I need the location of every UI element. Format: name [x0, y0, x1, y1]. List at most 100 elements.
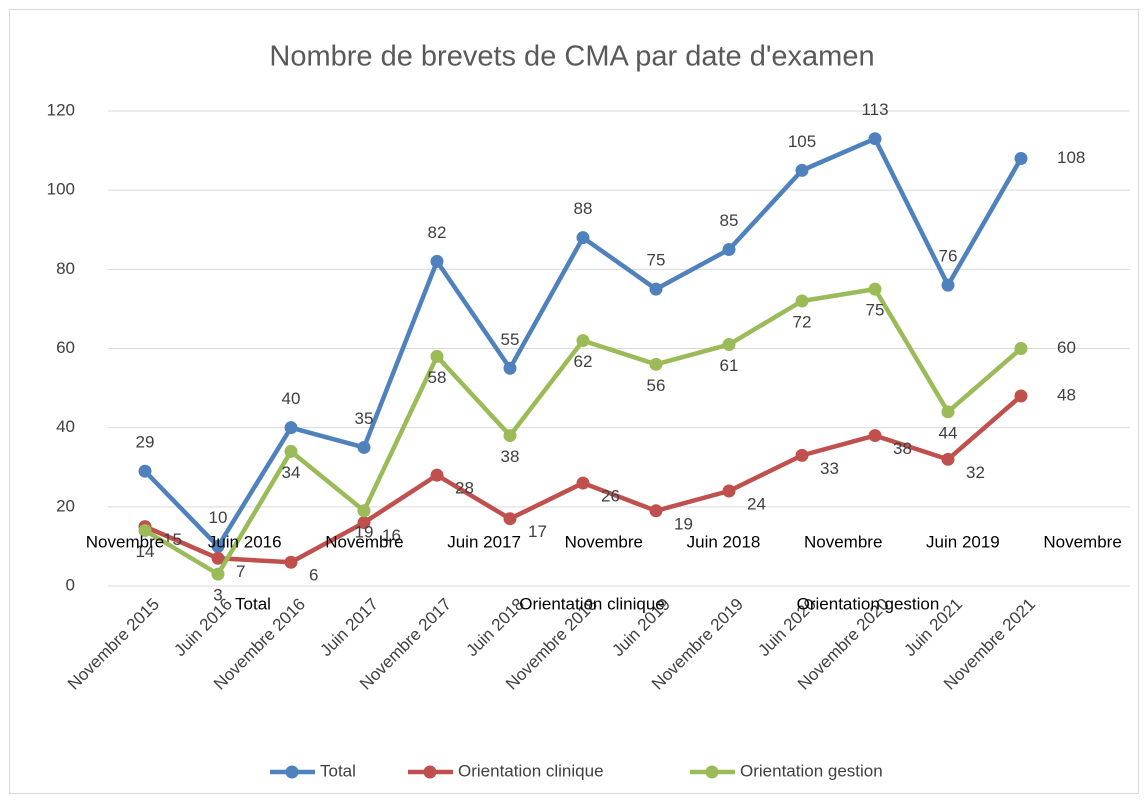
data-label: 56 [647, 376, 666, 395]
data-label: 14 [136, 542, 155, 561]
legend-marker [423, 765, 437, 779]
data-point [357, 516, 371, 530]
data-point [941, 405, 955, 419]
group-label: Total [235, 594, 271, 613]
data-point [357, 440, 371, 454]
data-label: 72 [793, 312, 812, 331]
data-point [795, 163, 809, 177]
data-point [1014, 342, 1028, 355]
secondary-axis-label: Novembre [86, 532, 164, 551]
data-label: 113 [861, 100, 888, 119]
data-point [576, 476, 590, 490]
data-point [503, 429, 517, 443]
y-tick-label: 60 [56, 338, 75, 357]
secondary-axis-label: Novembre [565, 532, 643, 551]
data-label: 40 [282, 389, 301, 408]
data-point [138, 464, 152, 478]
data-point [868, 429, 882, 443]
data-label: 35 [355, 409, 374, 428]
data-point [649, 282, 663, 296]
data-point [722, 484, 736, 498]
y-tick-label: 40 [56, 417, 75, 436]
data-label: 88 [574, 199, 593, 218]
data-label: 32 [966, 463, 985, 482]
data-label: 105 [788, 132, 816, 151]
data-point [138, 524, 152, 538]
data-point [284, 421, 298, 435]
legend-item: Orientation clinique [408, 761, 604, 780]
group-label: Orientation gestion [797, 594, 940, 613]
data-point [649, 357, 663, 371]
data-label: 6 [309, 566, 318, 585]
legend-label: Total [320, 761, 356, 780]
data-label: 10 [209, 508, 228, 527]
data-point [503, 361, 517, 375]
data-label: 16 [382, 526, 401, 545]
data-label: 34 [282, 463, 301, 482]
secondary-axis-label: Juin 2017 [447, 532, 521, 551]
data-point [795, 294, 809, 308]
data-label: 60 [1057, 338, 1076, 357]
data-label: 3 [213, 586, 222, 605]
data-point [284, 444, 298, 458]
secondary-axis-label: Juin 2018 [687, 532, 761, 551]
data-label: 24 [747, 494, 766, 513]
data-point [941, 452, 955, 466]
data-label: 26 [601, 487, 620, 506]
data-label: 108 [1057, 148, 1085, 167]
data-point [649, 504, 663, 518]
data-label: 38 [501, 447, 520, 466]
data-label: 7 [236, 562, 245, 581]
data-point [868, 282, 882, 296]
y-tick-label: 0 [66, 575, 75, 594]
secondary-axis-label: Juin 2016 [208, 532, 282, 551]
secondary-axis-label: Novembre [325, 532, 403, 551]
data-point [576, 334, 590, 348]
data-label: 29 [136, 433, 155, 452]
y-tick-label: 20 [56, 496, 75, 515]
data-point [430, 349, 444, 363]
data-label: 58 [428, 368, 447, 387]
data-label: 44 [939, 423, 958, 442]
y-tick-label: 120 [47, 100, 75, 119]
secondary-axis-label: Juin 2019 [926, 532, 1000, 551]
data-label: 62 [574, 352, 593, 371]
data-label: 75 [647, 251, 666, 270]
y-tick-label: 80 [56, 259, 75, 278]
data-point [503, 512, 517, 526]
legend-label: Orientation gestion [740, 761, 883, 780]
secondary-axis-label: Novembre [1043, 532, 1121, 551]
data-point [211, 551, 225, 565]
data-point [941, 278, 955, 292]
data-label: 33 [820, 459, 839, 478]
data-label: 28 [455, 479, 474, 498]
data-label: 76 [939, 247, 958, 266]
data-point [722, 243, 736, 257]
secondary-axis-label: Novembre [804, 532, 882, 551]
data-point [284, 555, 298, 569]
data-label: 75 [866, 301, 885, 320]
chart-title: Nombre de brevets de CMA par date d'exam… [269, 41, 874, 73]
data-point [1014, 389, 1028, 403]
data-point [430, 468, 444, 482]
data-label: 19 [674, 514, 693, 533]
data-point [211, 539, 225, 553]
data-point [357, 504, 371, 518]
data-point [430, 254, 444, 268]
group-label: Orientation clinique [519, 594, 665, 613]
data-label: 19 [355, 522, 374, 541]
data-point [211, 567, 225, 581]
data-label: 17 [528, 522, 547, 541]
legend-marker [285, 765, 299, 779]
data-point [576, 231, 590, 245]
data-point [795, 448, 809, 462]
data-point [1014, 152, 1028, 165]
data-label: 55 [501, 330, 520, 349]
data-label: 85 [720, 211, 739, 230]
data-point [722, 338, 736, 352]
legend-item: Total [270, 761, 356, 780]
chart-border [9, 9, 1139, 794]
y-tick-label: 100 [47, 180, 75, 199]
data-label: 48 [1057, 385, 1076, 404]
